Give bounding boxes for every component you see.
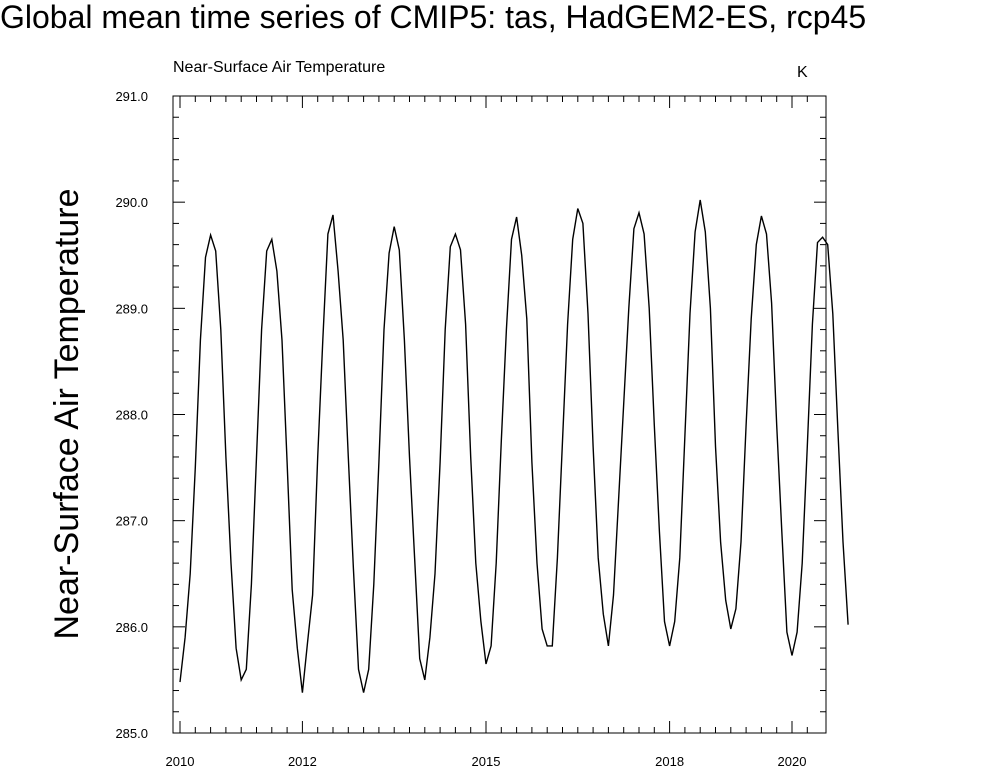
y-tick-label: 291.0 — [115, 89, 148, 104]
y-tick-label: 287.0 — [115, 514, 148, 529]
series-line — [179, 199, 849, 693]
x-tick-label: 2020 — [778, 754, 807, 769]
y-tick-label: 285.0 — [115, 726, 148, 741]
x-tick-label: 2015 — [472, 754, 501, 769]
x-tick-label: 2010 — [166, 754, 195, 769]
y-tick-label: 286.0 — [115, 620, 148, 635]
chart-title: Global mean time series of CMIP5: tas, H… — [0, 0, 867, 35]
plot-frame — [172, 95, 827, 734]
y-axis-label: Near-Surface Air Temperature — [48, 188, 86, 639]
x-tick-label: 2012 — [288, 754, 317, 769]
x-tick-label: 2018 — [655, 754, 684, 769]
y-tick-label: 288.0 — [115, 408, 148, 423]
axis-tick-labels: 285.0 286.0 287.0 288.0 289.0 290.0 291.0 2010 2… — [115, 89, 806, 769]
axis-ticks — [173, 95, 826, 734]
left-string: Near-Surface Air Temperature — [173, 59, 385, 76]
y-tick-label: 290.0 — [115, 195, 148, 210]
y-tick-label: 289.0 — [115, 301, 148, 316]
right-string: K — [797, 64, 808, 81]
